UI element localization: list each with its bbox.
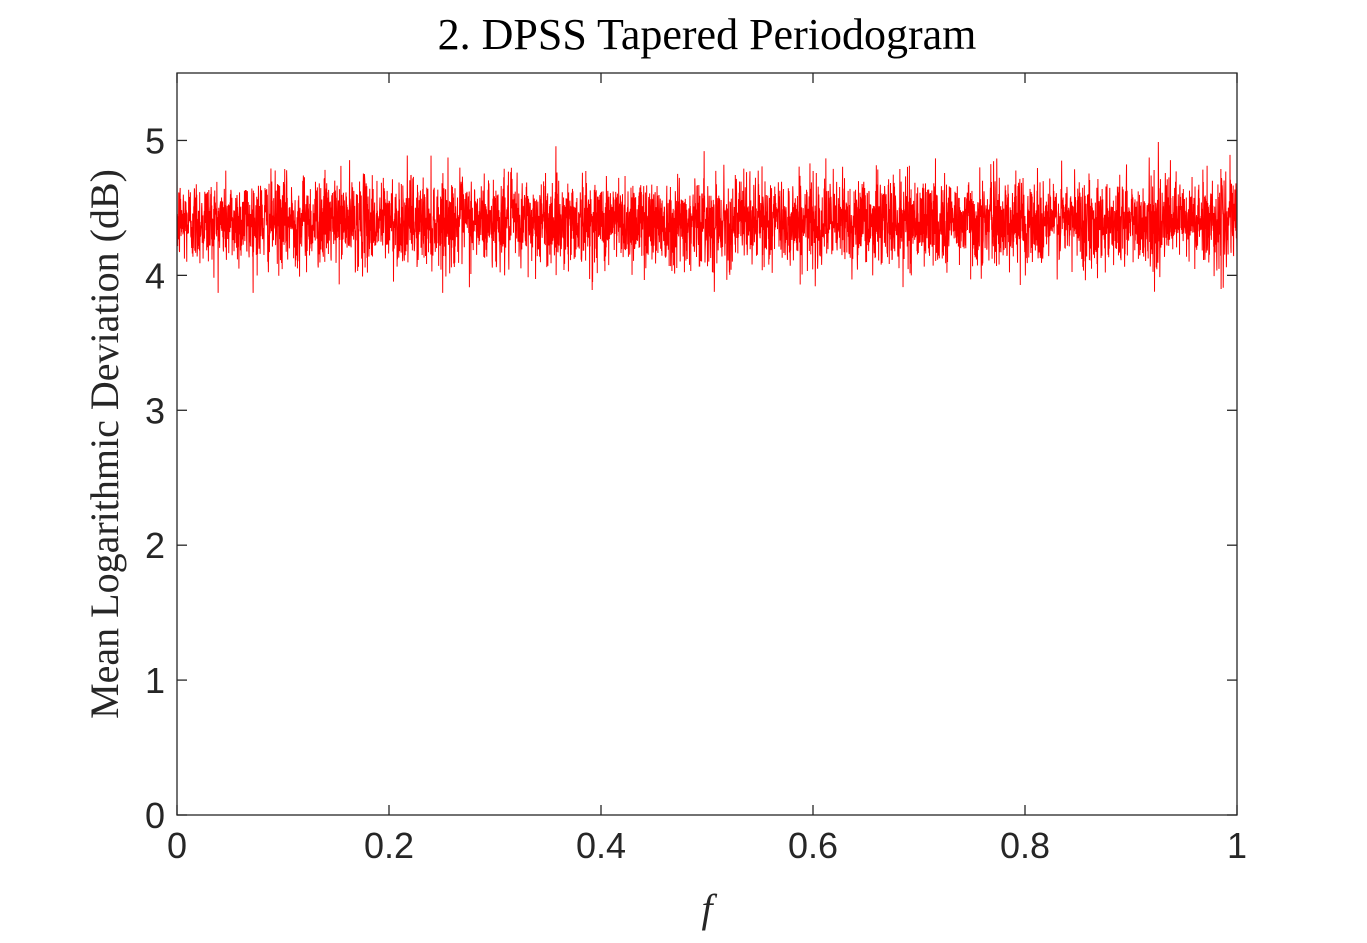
x-tick-label: 0.4 — [576, 825, 626, 866]
series-layer — [177, 142, 1237, 293]
x-tick-label: 0.2 — [364, 825, 414, 866]
x-tick-label: 0.6 — [788, 825, 838, 866]
y-tick-label: 0 — [145, 795, 165, 836]
x-axis-label: f — [701, 886, 717, 931]
y-tick-label: 1 — [145, 660, 165, 701]
chart-title: 2. DPSS Tapered Periodogram — [438, 10, 977, 59]
y-tick-label: 3 — [145, 390, 165, 431]
plot-area — [176, 72, 1238, 816]
x-tick-label: 0 — [167, 825, 187, 866]
y-tick-label: 2 — [145, 525, 165, 566]
y-tick-label: 4 — [145, 255, 165, 296]
x-tick-label: 1 — [1227, 825, 1247, 866]
x-axis-ticks: 0 0.2 0.4 0.6 0.8 1 — [167, 73, 1247, 866]
y-axis-ticks: 0 1 2 3 4 5 — [145, 120, 1237, 836]
series-line — [177, 142, 1237, 293]
x-tick-label: 0.8 — [1000, 825, 1050, 866]
axes-box — [176, 72, 1238, 816]
y-axis-label: Mean Logarithmic Deviation (dB) — [82, 169, 127, 719]
y-tick-label: 5 — [145, 120, 165, 161]
